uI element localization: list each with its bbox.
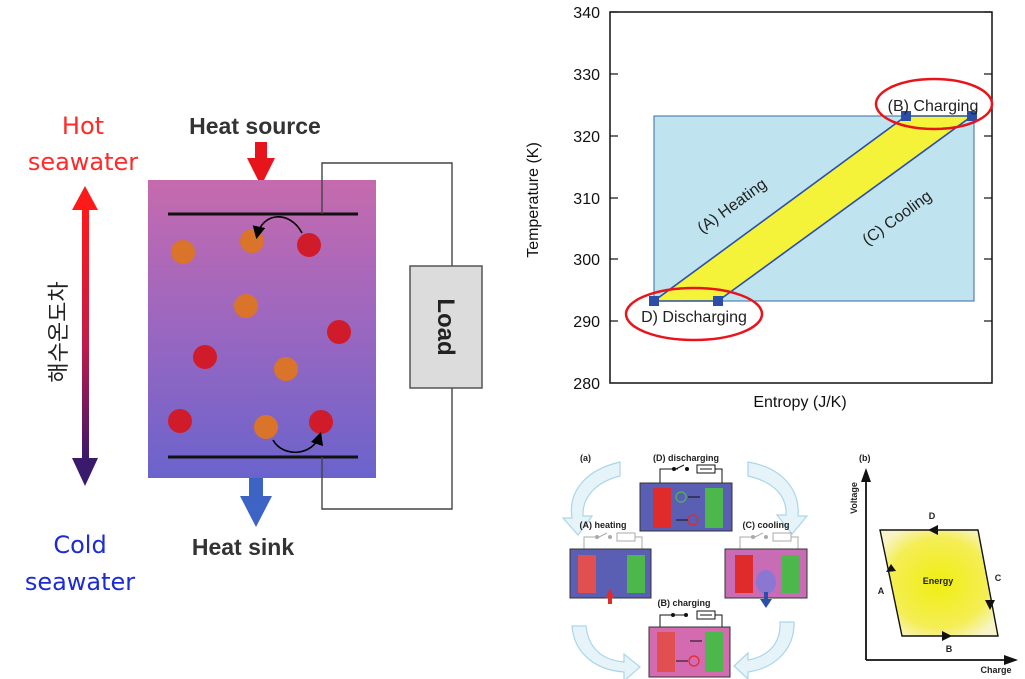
vq-energy-area: [879, 529, 999, 637]
ytick-280: 280: [573, 376, 600, 393]
vq-x-axis-label: Charge: [980, 665, 1011, 675]
cooling-cell: [724, 532, 808, 608]
ytick-290: 290: [573, 314, 600, 331]
heat-sink-label: Heat sink: [192, 534, 294, 560]
vq-panel-label: (b): [859, 453, 871, 463]
ion-transfer-arrow-bottom: [272, 431, 324, 454]
ts-discharging-highlight: [624, 286, 764, 342]
hot-label: Hot: [62, 112, 104, 140]
vq-diagram: (b) Voltage Charge Energy D A C B: [849, 453, 1018, 675]
ts-y-axis-label: Temperature (K): [525, 142, 542, 258]
ts-chart: 340 330 320 310 300 290 280 Temperature …: [525, 5, 994, 411]
cycle-flow-arrows: [561, 461, 809, 679]
ts-charging-label: (B) Charging: [888, 98, 979, 115]
ts-y-tick-labels: 340 330 320 310 300 290 280: [573, 5, 600, 393]
ytick-320: 320: [573, 129, 600, 146]
discharging-label: (D) discharging: [653, 453, 719, 463]
charging-label: (B) charging: [658, 598, 711, 608]
vq-arrow-b: [942, 631, 952, 641]
ts-x-axis-label: Entropy (J/K): [753, 394, 846, 411]
vq-a-label: A: [878, 586, 885, 596]
vq-y-axis-label: Voltage: [849, 482, 859, 514]
temperature-gradient-arrow: [72, 186, 98, 486]
vq-arrow-a: [886, 564, 896, 572]
ts-charging-highlight: [874, 77, 994, 131]
ts-discharging-label: D) Discharging: [641, 309, 747, 326]
hot-label-2: seawater: [28, 148, 138, 176]
wire-top: [321, 162, 453, 266]
load-label: Load: [432, 298, 459, 355]
vq-d-label: D: [929, 511, 936, 521]
heat-source-arrow: [247, 142, 275, 186]
ytick-310: 310: [573, 191, 600, 208]
wire-bottom: [321, 388, 453, 510]
ytick-300: 300: [573, 252, 600, 269]
heating-label: (A) heating: [580, 520, 627, 530]
ytick-330: 330: [573, 67, 600, 84]
cycle-diagram: (a) (D) discharging (A) heating: [561, 453, 809, 679]
vq-b-label: B: [946, 644, 953, 654]
cycle-panel-label: (a): [580, 453, 591, 463]
vq-c-label: C: [995, 573, 1002, 583]
ion-transfer-arrow-top: [252, 216, 303, 240]
vq-arrow-d: [928, 525, 938, 535]
cold-label: Cold: [53, 531, 106, 559]
sea-temperature-difference-label: 해수온도차: [47, 281, 72, 382]
vq-arrow-c: [985, 600, 995, 610]
charging-cell: [648, 610, 731, 678]
vq-energy-label: Energy: [923, 576, 954, 586]
heat-source-label: Heat source: [189, 113, 321, 139]
ions: [168, 229, 351, 439]
load-box: [409, 265, 483, 389]
ytick-340: 340: [573, 5, 600, 22]
left-diagram: Hot seawater 해수온도차 Cold seawater Heat so…: [25, 112, 483, 596]
ts-points: [649, 111, 977, 306]
cold-label-2: seawater: [25, 568, 135, 596]
cooling-label: (C) cooling: [743, 520, 790, 530]
discharging-cell: [639, 464, 733, 532]
heat-sink-arrow: [240, 478, 272, 527]
heating-cell: [569, 532, 652, 604]
ts-y-ticks: [610, 11, 992, 322]
